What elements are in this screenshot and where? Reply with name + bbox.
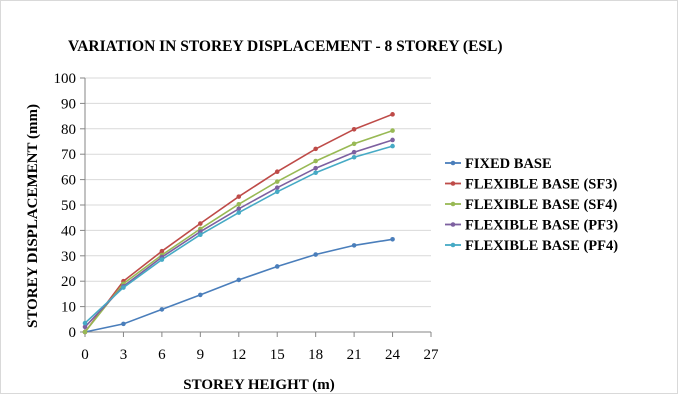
x-tick-label: 27 [424,347,440,363]
data-point [198,221,203,226]
series-layer [82,112,395,335]
x-tick-label: 0 [81,347,89,363]
data-point [390,143,395,149]
y-tick-label: 90 [61,96,76,112]
data-point [159,248,165,254]
y-tick-label: 30 [61,249,76,265]
legend-label: FLEXIBLE BASE (SF4) [465,197,617,213]
axis-layer [80,77,432,337]
legend-swatch-marker [450,222,456,227]
legend-label: FLEXIBLE BASE (PF4) [465,238,618,254]
x-tick-label: 3 [120,347,128,363]
series-line [84,139,393,328]
data-point [274,264,280,269]
data-point [274,169,280,175]
data-point [313,252,318,257]
y-tick-label: 100 [54,71,77,87]
data-point [82,320,88,326]
legend-label: FIXED BASE [465,156,552,172]
y-tick-label: 0 [69,325,77,341]
x-axis-title: STOREY HEIGHT (m) [183,377,334,393]
legend-swatch-marker [450,242,456,248]
data-point [390,112,395,117]
data-point [236,206,242,212]
y-axis-title: STOREY DISPLACEMENT (mm) [25,104,41,328]
data-point [159,257,165,262]
x-tick-label: 12 [231,347,246,363]
legend-item: FLEXIBLE BASE (PF3) [445,218,618,234]
data-point [351,243,357,248]
data-point [351,154,357,160]
data-point [198,292,203,298]
data-point [351,141,357,147]
data-point [159,307,165,312]
y-tick-label: 80 [61,122,76,138]
data-point [236,210,242,215]
legend-item: FIXED BASE [445,156,552,172]
data-point [313,170,318,176]
data-point [274,185,280,191]
legend-label: FLEXIBLE BASE (PF3) [465,218,618,234]
y-tick-label: 20 [61,274,76,290]
x-tick-label: 24 [385,347,401,363]
legend-label: FLEXIBLE BASE (SF3) [465,177,617,193]
data-point [390,128,395,133]
legend: FIXED BASE FLEXIBLE BASE (SF3) FLEXIBLE BA… [445,156,618,254]
data-point [274,179,280,184]
data-point [313,146,318,152]
chart-title: VARIATION IN STOREY DISPLACEMENT - 8 STO… [68,38,503,55]
x-tick-label: 6 [158,347,166,363]
data-point [121,321,126,327]
y-tick-label: 70 [61,147,76,163]
legend-item: FLEXIBLE BASE (PF4) [445,238,618,254]
series-line [84,145,393,324]
series-line [84,238,393,333]
x-tick-label: 15 [270,347,285,363]
legend-swatch-marker [450,160,456,166]
series-4 [82,137,395,330]
data-point [236,201,242,207]
series-2 [82,112,395,335]
y-tick-label: 50 [61,198,76,214]
tick-layer: 0 10 20 30 40 50 60 70 80 90 100 0 3 6 9 12 15 18 21 24 27 [54,71,440,363]
data-point [313,165,318,171]
legend-swatch-marker [450,201,456,207]
data-point [82,329,88,335]
x-tick-label: 21 [347,347,362,363]
data-point [351,149,357,155]
x-tick-label: 9 [197,347,205,363]
data-point [274,189,280,195]
legend-item: FLEXIBLE BASE (SF3) [445,177,617,193]
x-tick-label: 18 [308,347,323,363]
legend-swatch-marker [450,181,456,186]
series-5 [82,143,395,326]
y-tick-label: 10 [61,300,76,316]
data-point [390,137,395,143]
series-1 [82,236,395,335]
data-point [236,194,242,199]
grid-layer [85,77,431,308]
data-point [390,236,395,242]
data-point [198,232,203,238]
y-tick-label: 60 [61,173,76,189]
y-tick-label: 40 [61,223,76,239]
data-point [313,158,318,164]
data-point [82,324,88,330]
data-point [236,277,242,283]
legend-item: FLEXIBLE BASE (SF4) [445,197,617,213]
data-point [351,127,357,132]
data-point [121,285,126,290]
